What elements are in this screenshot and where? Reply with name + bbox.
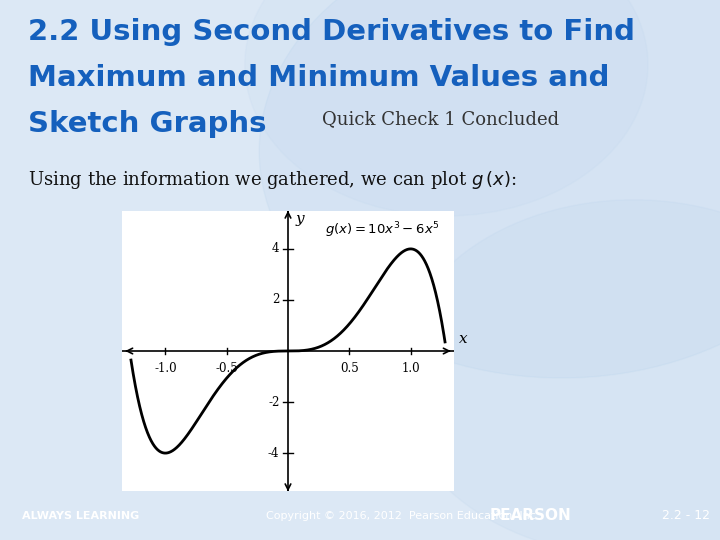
- Text: 2: 2: [272, 293, 279, 306]
- Text: Using the information we gathered, we can plot $g\,(x)$:: Using the information we gathered, we ca…: [28, 170, 517, 191]
- Text: 1.0: 1.0: [401, 362, 420, 375]
- Text: Quick Check 1 Concluded: Quick Check 1 Concluded: [322, 111, 559, 129]
- Text: x: x: [459, 333, 467, 346]
- Text: y: y: [295, 212, 304, 226]
- Text: -2: -2: [268, 396, 279, 409]
- Text: 2.2 Using Second Derivatives to Find: 2.2 Using Second Derivatives to Find: [28, 18, 635, 46]
- Text: Maximum and Minimum Values and: Maximum and Minimum Values and: [28, 64, 610, 92]
- Text: 0.5: 0.5: [340, 362, 359, 375]
- Text: PEARSON: PEARSON: [490, 508, 572, 523]
- Text: $g(x) = 10x^3 - 6x^5$: $g(x) = 10x^3 - 6x^5$: [325, 221, 439, 240]
- Text: -1.0: -1.0: [154, 362, 176, 375]
- Circle shape: [396, 200, 720, 540]
- Text: Sketch Graphs: Sketch Graphs: [28, 111, 266, 138]
- Circle shape: [259, 0, 720, 378]
- Text: ALWAYS LEARNING: ALWAYS LEARNING: [22, 511, 139, 521]
- Text: 4: 4: [272, 242, 279, 255]
- Text: -0.5: -0.5: [215, 362, 238, 375]
- Text: Copyright © 2016, 2012  Pearson Education, Inc.: Copyright © 2016, 2012 Pearson Education…: [266, 511, 540, 521]
- Text: -4: -4: [268, 447, 279, 460]
- Text: 2.2 - 12: 2.2 - 12: [662, 509, 711, 522]
- Circle shape: [245, 0, 648, 216]
